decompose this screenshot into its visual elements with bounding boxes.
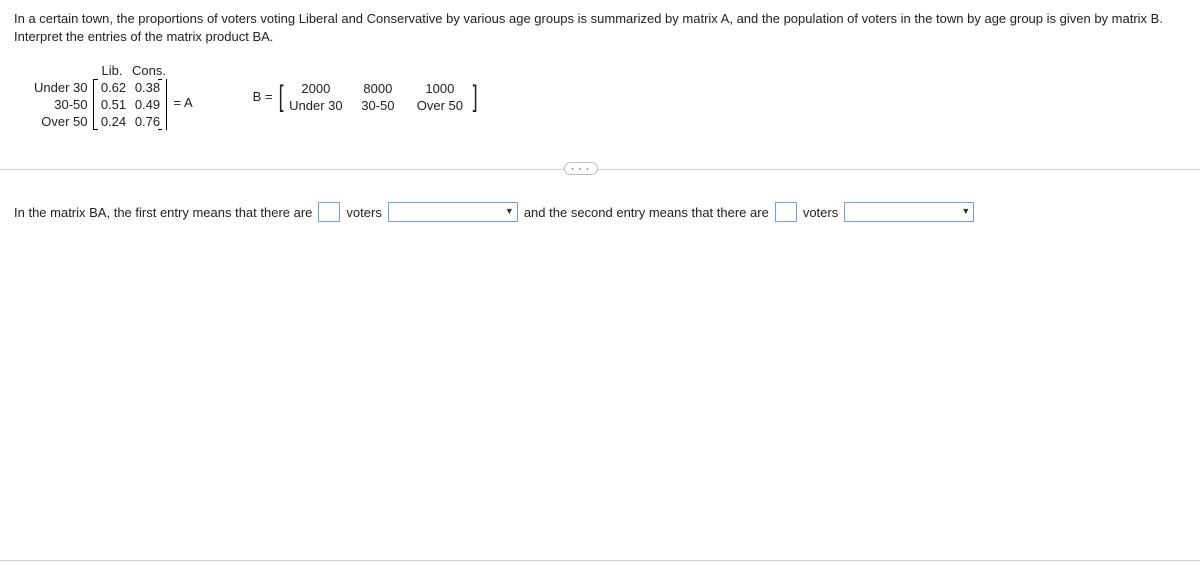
answer-text-1: In the matrix BA, the first entry means … [14, 205, 312, 220]
matrix-a-row-label: Over 50 [34, 113, 87, 130]
matrices-row: Under 30 30-50 Over 50 Lib. Cons. 0.62 0… [34, 63, 1186, 130]
matrix-a-col-label: Cons. [132, 63, 166, 78]
right-bracket-icon: ] [473, 82, 478, 112]
matrix-b-col-label: 30-50 [361, 97, 394, 114]
second-entry-type-dropdown[interactable] [844, 202, 974, 222]
section-divider: ● ● ● [0, 160, 1200, 178]
matrix-b-value: 8000 [363, 80, 392, 97]
matrix-a-row-labels: Under 30 30-50 Over 50 [34, 79, 87, 130]
left-bracket-icon: [ [278, 82, 283, 112]
matrix-b: B = [ 2000 Under 30 8000 30-50 1000 Over… [253, 80, 480, 114]
first-entry-count-input[interactable] [318, 202, 340, 222]
voters-label: voters [346, 205, 381, 220]
problem-statement: In a certain town, the proportions of vo… [14, 10, 1186, 45]
answer-line: In the matrix BA, the first entry means … [14, 202, 1186, 222]
footer-divider [0, 560, 1200, 561]
matrix-a-col-label: Lib. [95, 63, 129, 78]
second-entry-count-input[interactable] [775, 202, 797, 222]
matrix-b-prefix: B = [253, 89, 273, 104]
matrix-a-cell: 0.49 [130, 96, 164, 113]
matrix-a-cell: 0.76 [130, 113, 164, 130]
matrix-a-cell: 0.38 [130, 79, 164, 96]
matrix-b-col-label: Over 50 [417, 97, 463, 114]
matrix-a-cell: 0.24 [96, 113, 130, 130]
answer-text-2: and the second entry means that there ar… [524, 205, 769, 220]
matrix-a-cell: 0.62 [96, 79, 130, 96]
matrix-a: Under 30 30-50 Over 50 Lib. Cons. 0.62 0… [34, 63, 193, 130]
first-entry-type-dropdown[interactable] [388, 202, 518, 222]
matrix-a-bracket: 0.62 0.51 0.24 0.38 0.49 0.76 [93, 79, 167, 130]
matrix-a-row-label: Under 30 [34, 79, 87, 96]
matrix-b-value: 2000 [301, 80, 330, 97]
expand-pill[interactable]: ● ● ● [564, 162, 598, 175]
voters-label: voters [803, 205, 838, 220]
matrix-a-cell: 0.51 [96, 96, 130, 113]
matrix-b-col-label: Under 30 [289, 97, 342, 114]
matrix-b-value: 1000 [425, 80, 454, 97]
matrix-a-equals-label: = A [173, 83, 192, 110]
matrix-a-col-labels: Lib. Cons. [93, 63, 167, 78]
matrix-a-row-label: 30-50 [34, 96, 87, 113]
